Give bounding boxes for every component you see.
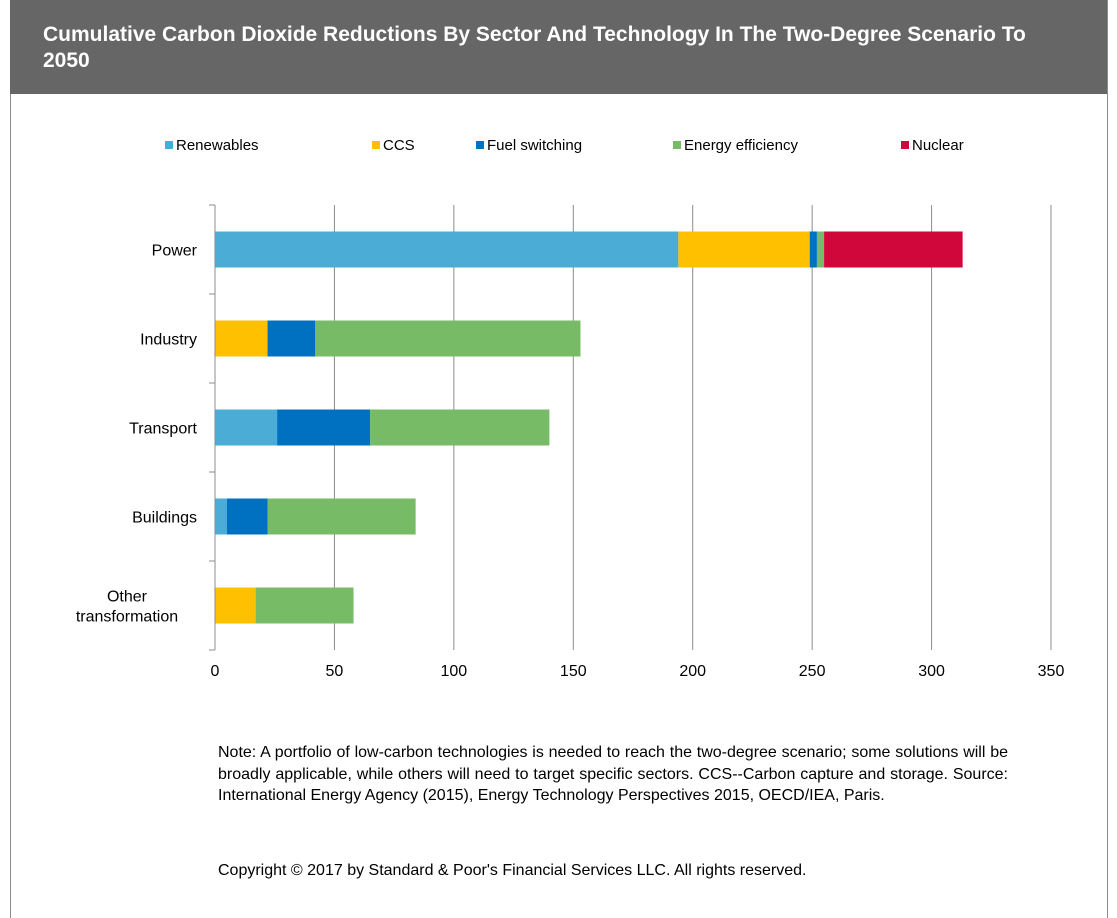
x-tick-label: 0 xyxy=(211,663,220,680)
chart-gridlines xyxy=(333,205,1052,650)
x-tick-label: 150 xyxy=(560,663,587,680)
legend-label: CCS xyxy=(383,137,415,154)
bar-segment xyxy=(267,498,416,535)
category-labels: Power Industry Transport Buildings Other tran… xyxy=(76,243,198,626)
bar-segment xyxy=(824,231,963,268)
figure-frame xyxy=(10,0,1108,918)
x-tick-label: 50 xyxy=(326,663,344,680)
category-label-line: Other xyxy=(107,589,148,606)
bar-segment xyxy=(215,409,278,446)
x-tick-labels: 0 50 100 150 200 250 300 350 xyxy=(211,663,1065,680)
bar-segment xyxy=(277,409,371,446)
title-bar: Cumulative Carbon Dioxide Reductions By … xyxy=(10,0,1107,94)
bar-segment xyxy=(255,587,354,624)
category-label: Other transformation xyxy=(76,589,178,626)
legend-swatch xyxy=(901,141,909,149)
bar-segment xyxy=(370,409,550,446)
chart-bars xyxy=(215,231,963,624)
chart-axes xyxy=(209,204,216,651)
category-label: Industry xyxy=(140,332,197,349)
bar-segment xyxy=(215,231,679,268)
chart-legend: Renewables CCS Fuel switching Energy effici… xyxy=(165,137,964,154)
bar-segment xyxy=(215,320,268,357)
bar-segment xyxy=(315,320,581,357)
bar-segment xyxy=(215,587,256,624)
x-tick-label: 200 xyxy=(679,663,706,680)
category-label: Power xyxy=(152,243,198,260)
x-tick-label: 100 xyxy=(441,663,468,680)
legend-swatch xyxy=(476,141,484,149)
bar-chart: Renewables CCS Fuel switching Energy effici… xyxy=(76,137,1065,680)
category-label: Transport xyxy=(129,421,197,438)
bar-segment xyxy=(267,320,316,357)
x-tick-label: 250 xyxy=(799,663,826,680)
x-tick-label: 350 xyxy=(1038,663,1065,680)
category-label: Buildings xyxy=(132,510,197,527)
legend-label: Fuel switching xyxy=(487,137,582,154)
bar-segment xyxy=(809,231,817,268)
legend-swatch xyxy=(372,141,380,149)
copyright-notice: Copyright © 2017 by Standard & Poor's Fi… xyxy=(218,862,807,879)
bar-segment xyxy=(816,231,825,268)
x-tick-label: 300 xyxy=(918,663,945,680)
bar-segment xyxy=(678,231,810,268)
chart-title: Cumulative Carbon Dioxide Reductions By … xyxy=(43,23,1026,72)
legend-label: Nuclear xyxy=(912,137,964,154)
category-label-line: transformation xyxy=(76,609,178,626)
chart-note: Note: A portfolio of low-carbon technolo… xyxy=(218,744,1008,804)
bar-segment xyxy=(226,498,268,535)
legend-swatch xyxy=(673,141,681,149)
legend-label: Renewables xyxy=(176,137,259,154)
legend-label: Energy efficiency xyxy=(684,137,798,154)
bar-segment xyxy=(215,498,227,535)
legend-swatch xyxy=(165,141,173,149)
